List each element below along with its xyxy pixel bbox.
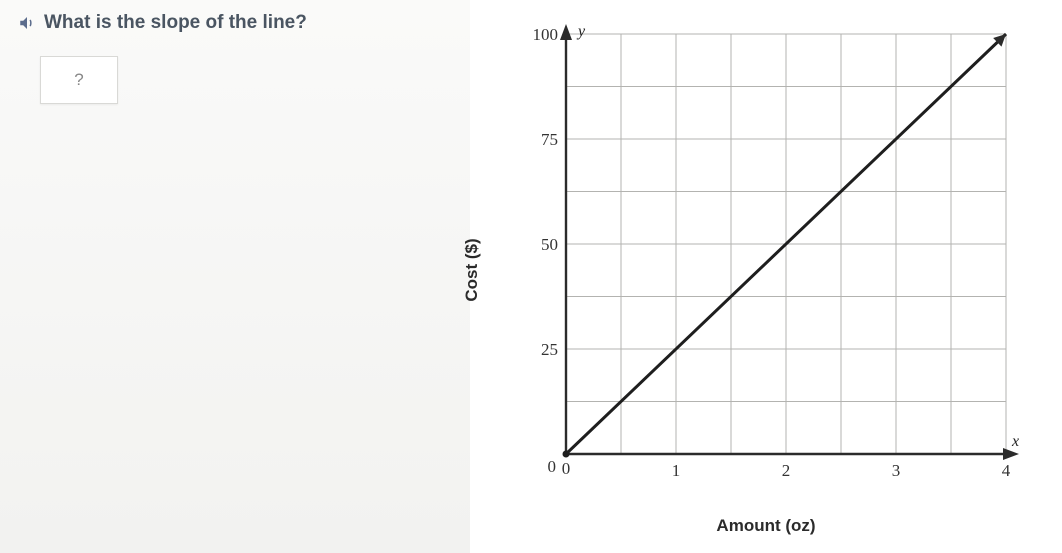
audio-icon[interactable]: [18, 14, 36, 32]
chart-wrap: Cost ($) Amount (oz) y x: [486, 10, 1046, 530]
answer-input[interactable]: ?: [40, 56, 118, 104]
svg-text:4: 4: [1002, 461, 1011, 480]
app-container: What is the slope of the line? ? Cost ($…: [0, 0, 1062, 553]
question-text: What is the slope of the line?: [44, 12, 307, 34]
question-row: What is the slope of the line?: [18, 12, 452, 34]
svg-text:75: 75: [541, 130, 558, 149]
origin-y-label: 0: [548, 457, 557, 476]
svg-text:50: 50: [541, 235, 558, 254]
svg-text:25: 25: [541, 340, 558, 359]
x-axis-symbol: x: [1011, 433, 1019, 450]
origin-x-label: 0: [562, 459, 571, 478]
svg-text:100: 100: [533, 25, 559, 44]
y-tick-labels: 25 50 75 100: [533, 25, 559, 359]
x-axis-label: Amount (oz): [716, 516, 815, 536]
svg-text:2: 2: [782, 461, 791, 480]
line-chart: y x 25 50 75 100 1 2 3 4 0 0: [526, 14, 1026, 494]
chart-panel: Cost ($) Amount (oz) y x: [470, 0, 1062, 553]
y-axis-symbol: y: [576, 23, 586, 40]
y-axis-label: Cost ($): [462, 238, 482, 301]
question-panel: What is the slope of the line? ?: [0, 0, 470, 553]
svg-text:1: 1: [672, 461, 681, 480]
answer-placeholder: ?: [74, 70, 83, 90]
x-tick-labels: 1 2 3 4: [672, 461, 1011, 480]
origin-point: [563, 451, 570, 458]
svg-text:3: 3: [892, 461, 901, 480]
